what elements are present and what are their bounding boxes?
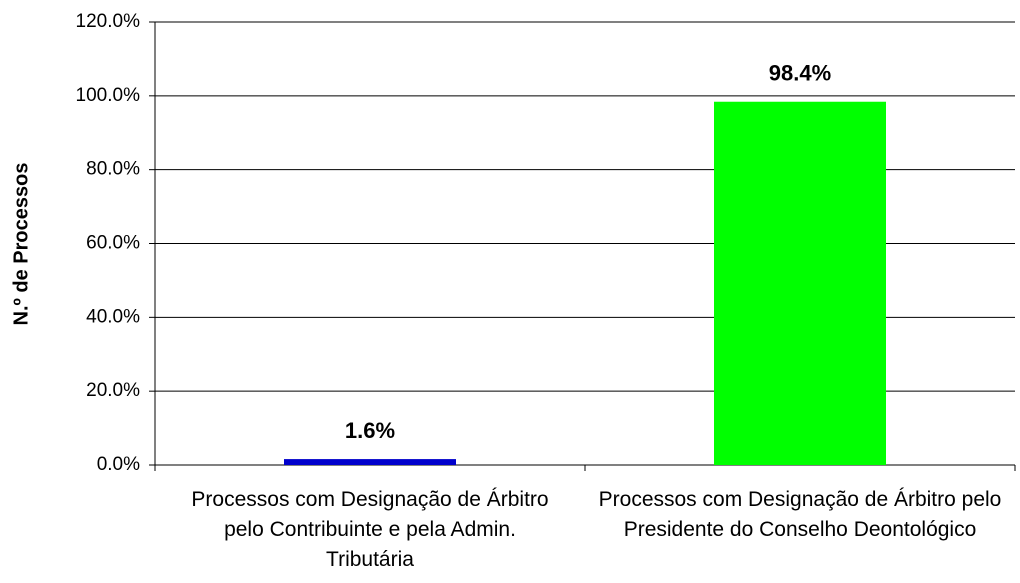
y-tick-label: 120.0% [76,11,141,32]
value-label: 1.6% [345,418,395,443]
y-tick-label: 100.0% [76,85,141,106]
value-label: 98.4% [769,61,831,86]
y-tick-label: 0.0% [97,454,140,475]
bar [284,459,456,465]
y-tick-label: 20.0% [86,380,140,401]
x-tick-label: Processos com Designação de Árbitro pelo… [598,488,1002,541]
y-tick-label: 60.0% [86,233,140,254]
x-tick-label: Processos com Designação de Árbitro pelo… [191,488,549,571]
bar [714,101,886,466]
y-tick-label: 40.0% [86,306,140,327]
y-tick-label: 80.0% [86,159,140,180]
y-axis-label: N.º de Processos [10,163,32,326]
